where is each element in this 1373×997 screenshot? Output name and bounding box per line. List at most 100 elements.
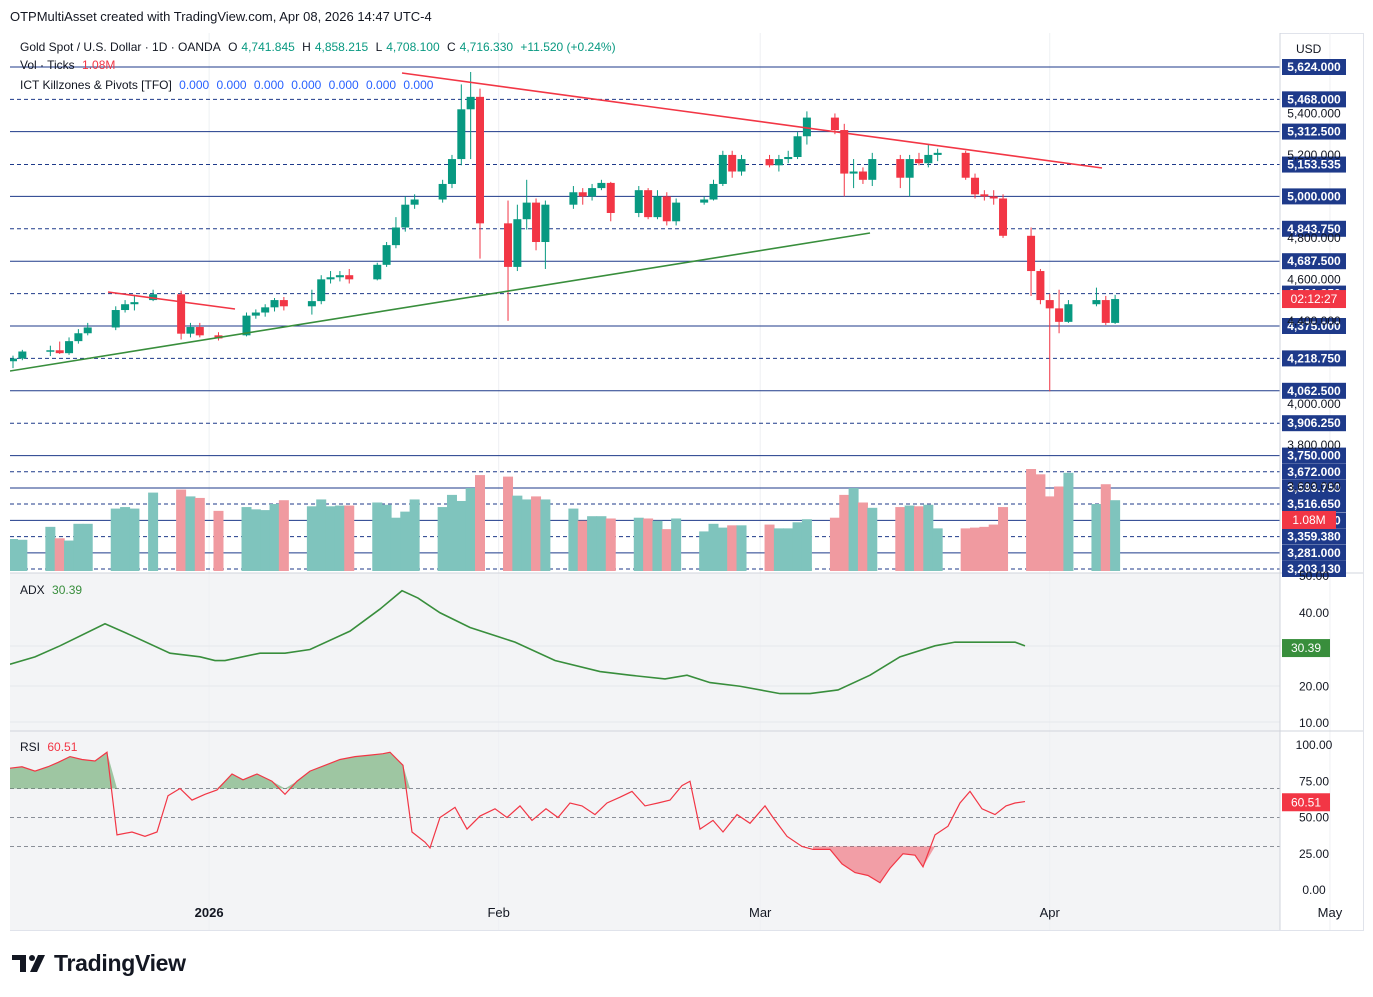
volume-bar [456, 500, 467, 571]
volume-bar [465, 488, 476, 571]
level-label: 3,516.650 [1287, 497, 1341, 511]
volume-bar [1110, 500, 1121, 571]
time-tick: Mar [749, 905, 772, 920]
candle-body [868, 159, 877, 180]
chart-credit: OTPMultiAsset created with TradingView.c… [10, 9, 432, 24]
candle-body [335, 275, 344, 278]
high-value: 4,858.215 [314, 40, 369, 54]
chart-canvas[interactable]: 5,624.000 5,468.000 5,312.500 5,153.535 5,00… [10, 33, 1363, 930]
close-label: C [446, 40, 456, 54]
candle-body [774, 159, 783, 166]
level-label-box [1282, 156, 1346, 173]
grid-lines [10, 33, 1331, 930]
volume-bar [652, 520, 663, 571]
candle-body [578, 192, 587, 197]
level-label: 4,843.750 [1287, 222, 1341, 236]
volume-bar [512, 495, 523, 571]
volume-bar [10, 539, 18, 571]
close-value: 4,716.330 [459, 40, 514, 54]
candle-body [55, 350, 64, 354]
candle-body [401, 204, 410, 228]
volume-bar [988, 524, 999, 571]
volume-bar [895, 507, 906, 571]
candle-body [1055, 308, 1064, 322]
level-label-box [1282, 317, 1346, 334]
candle-body [186, 327, 195, 334]
candle-body [121, 304, 130, 311]
volume-bar [671, 518, 682, 571]
volume-bar [867, 507, 878, 571]
volume-bar [120, 507, 131, 571]
volume-bar [82, 523, 93, 571]
level-label: 4,218.750 [1287, 351, 1341, 365]
volume-bar [129, 508, 140, 571]
candle-body [65, 341, 74, 354]
candle-body [504, 223, 513, 267]
volume-bar [64, 540, 75, 571]
volume-value: 1.08M [82, 58, 116, 72]
candle-body [111, 310, 120, 328]
rsi-axis-value: 60.51 [1291, 795, 1321, 809]
adx-legend: ADX 30.39 [20, 583, 86, 597]
volume-label: Vol · Ticks [20, 58, 75, 72]
level-label-box [1282, 59, 1346, 75]
ict-value: 0.000 [328, 78, 359, 92]
volume-bar [857, 502, 868, 571]
level-label: 3,281.000 [1287, 546, 1341, 560]
level-label: 5,624.000 [1287, 60, 1341, 74]
candle-body [1045, 300, 1054, 309]
candle-body [896, 159, 905, 178]
rsi-line [10, 751, 1026, 884]
volume-bar [1091, 504, 1102, 571]
level-label-box [1282, 561, 1346, 577]
volume-bar [260, 510, 271, 571]
adx-line [10, 589, 1026, 695]
rsi-tick: 0.00 [1302, 883, 1326, 897]
volume-bar [913, 506, 924, 571]
candle-body [606, 182, 615, 213]
candle-body [653, 196, 662, 218]
trendline-red-small [107, 291, 236, 310]
rsi-tick: 100.00 [1296, 738, 1333, 752]
candle-body [830, 117, 839, 131]
volume-bar [764, 524, 775, 571]
candle-body [251, 312, 260, 316]
candle-body [933, 152, 942, 155]
time-tick: Apr [1040, 905, 1061, 920]
time-axis: 2026 Feb Mar Apr May [195, 905, 1343, 920]
candle-body [10, 358, 17, 362]
trendline-red-main [401, 72, 1103, 169]
candle-body [1036, 271, 1045, 301]
candlesticks [10, 71, 1120, 392]
level-label: 4,375.000 [1287, 319, 1341, 333]
volume-bar [540, 499, 551, 571]
candle-body [709, 183, 718, 200]
current-price-box [1282, 290, 1346, 309]
ict-label: ICT Killzones & Pivots [TFO] [20, 78, 172, 92]
candle-body [438, 183, 447, 200]
candle-body [270, 300, 279, 308]
currency-label[interactable]: USD [1296, 42, 1322, 56]
candle-body [802, 117, 811, 137]
volume-bar [475, 475, 485, 571]
tradingview-logo-icon [12, 954, 45, 972]
candle-body [466, 96, 475, 110]
candle-body [999, 198, 1008, 236]
volume-bar [241, 507, 252, 571]
rsi-tick: 25.00 [1299, 847, 1329, 861]
volume-bar [73, 523, 84, 571]
candle-body [1092, 300, 1101, 305]
volume-bar [372, 502, 383, 571]
candle-body [373, 264, 382, 280]
level-label: 5,312.500 [1287, 125, 1341, 139]
level-label: 3,593.750 [1287, 481, 1341, 495]
ict-value: 0.000 [253, 78, 284, 92]
level-label-box [1282, 463, 1346, 480]
candle-body [83, 327, 92, 334]
volume-bar [437, 507, 448, 571]
tradingview-logo[interactable]: TradingView [12, 950, 186, 977]
volume-axis-label: 1.08M [1292, 513, 1325, 527]
candle-body [130, 302, 139, 305]
candle-body [279, 300, 288, 307]
rsi-value: 60.51 [47, 740, 78, 754]
